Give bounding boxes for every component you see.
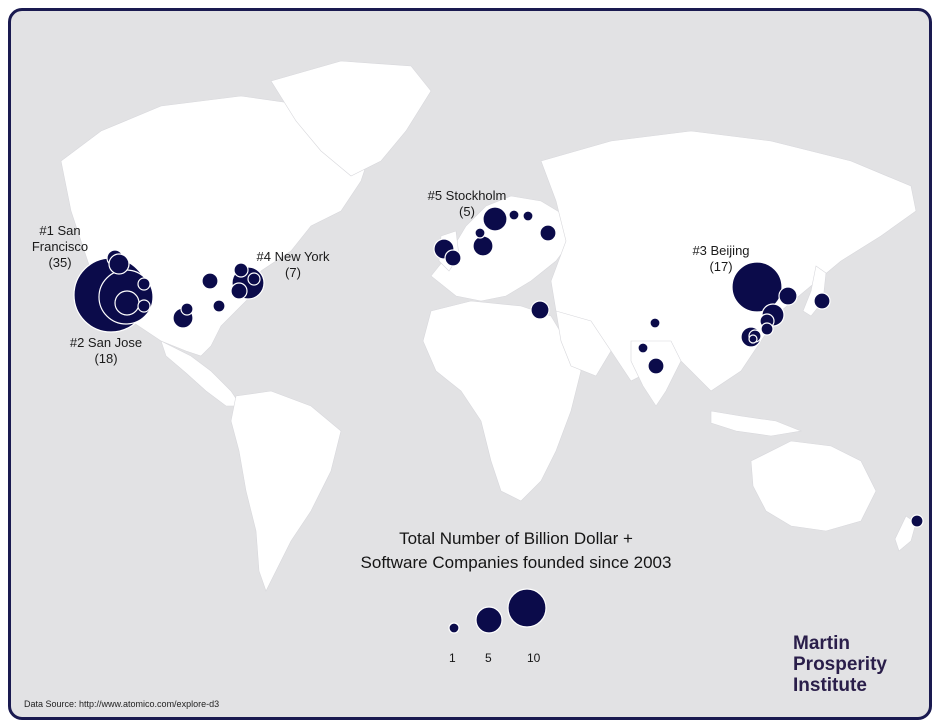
land-arabia <box>555 310 612 377</box>
bubble-paris <box>444 249 462 267</box>
legend-bubble-10 <box>507 588 547 628</box>
land-indonesia <box>710 410 803 437</box>
label-san-francisco-name: #1 San Francisco <box>31 223 89 254</box>
bubble-seoul <box>778 286 798 306</box>
bubble-amsterdam <box>474 227 486 239</box>
legend-value-1: 1 <box>449 651 456 665</box>
bubble-bangalore <box>647 357 665 375</box>
bubble-auckland <box>910 514 924 528</box>
land-central-america <box>160 340 242 407</box>
label-san-francisco-count: (35) <box>48 255 72 270</box>
land-africa <box>422 300 582 502</box>
bubble-sf-e <box>137 299 151 313</box>
bubble-ny-b <box>247 272 261 286</box>
map-frame: #1 San Francisco (35) #2 San Jose (18) #… <box>8 8 932 720</box>
land-greenland <box>270 60 432 177</box>
legend-value-10: 10 <box>527 651 541 665</box>
label-beijing: #3 Beijing (17) <box>681 243 761 275</box>
label-san-jose-name: #2 San Jose <box>69 335 143 350</box>
brand-line2: Prosperity <box>793 654 887 675</box>
bubble-tel-aviv <box>530 300 550 320</box>
bubble-berlin <box>472 235 494 257</box>
legend-title-line2: Software Companies founded since 2003 <box>360 553 672 572</box>
label-san-jose-count: (18) <box>94 351 118 366</box>
bubble-ny-c <box>230 282 248 300</box>
bubble-delhi <box>649 317 661 329</box>
land-south-america <box>230 390 342 592</box>
brand-line3: Institute <box>793 675 867 696</box>
legend-bubble-5 <box>475 606 503 634</box>
label-stockholm: #5 Stockholm (5) <box>417 188 517 220</box>
bubble-sf-c <box>114 290 140 316</box>
world-map <box>60 60 924 634</box>
bubble-midwest <box>201 272 219 290</box>
brand-line1: Martin <box>793 633 850 654</box>
legend-title-line1: Total Number of Billion Dollar + <box>399 529 633 548</box>
label-new-york-count: (7) <box>285 265 301 280</box>
legend-title: Total Number of Billion Dollar + Softwar… <box>311 527 721 575</box>
brand-logo: Martin Prosperity Institute <box>793 633 887 696</box>
bubble-stockholm <box>482 206 508 232</box>
label-new-york-name: #4 New York <box>256 249 330 264</box>
legend-bubbles <box>448 588 547 634</box>
bubble-boston <box>233 262 249 278</box>
label-beijing-count: (17) <box>709 259 733 274</box>
bubble-sf-d <box>137 277 151 291</box>
bubble-tokyo <box>813 292 831 310</box>
bubble-mumbai <box>637 342 649 354</box>
bubble-beijing <box>731 261 783 313</box>
legend-value-5: 5 <box>485 651 492 665</box>
label-new-york: #4 New York (7) <box>243 249 343 281</box>
legend-bubble-1 <box>448 622 460 634</box>
city-bubbles <box>73 206 924 528</box>
bubble-atlanta <box>212 299 226 313</box>
data-source: Data Source: http://www.atomico.com/expl… <box>24 699 220 709</box>
bubble-spb <box>522 210 534 222</box>
bubble-moscow <box>539 224 557 242</box>
label-san-francisco: #1 San Francisco (35) <box>25 223 95 271</box>
bubble-texas-b <box>180 302 194 316</box>
bubble-helsinki <box>508 209 520 221</box>
bubble-sf-b <box>108 253 130 275</box>
land-australia <box>750 440 877 532</box>
bubble-hong-kong <box>748 334 758 344</box>
label-beijing-name: #3 Beijing <box>692 243 750 258</box>
label-san-jose: #2 San Jose (18) <box>61 335 151 367</box>
label-stockholm-name: #5 Stockholm <box>427 188 507 203</box>
label-stockholm-count: (5) <box>459 204 475 219</box>
bubble-hangzhou <box>760 322 774 336</box>
